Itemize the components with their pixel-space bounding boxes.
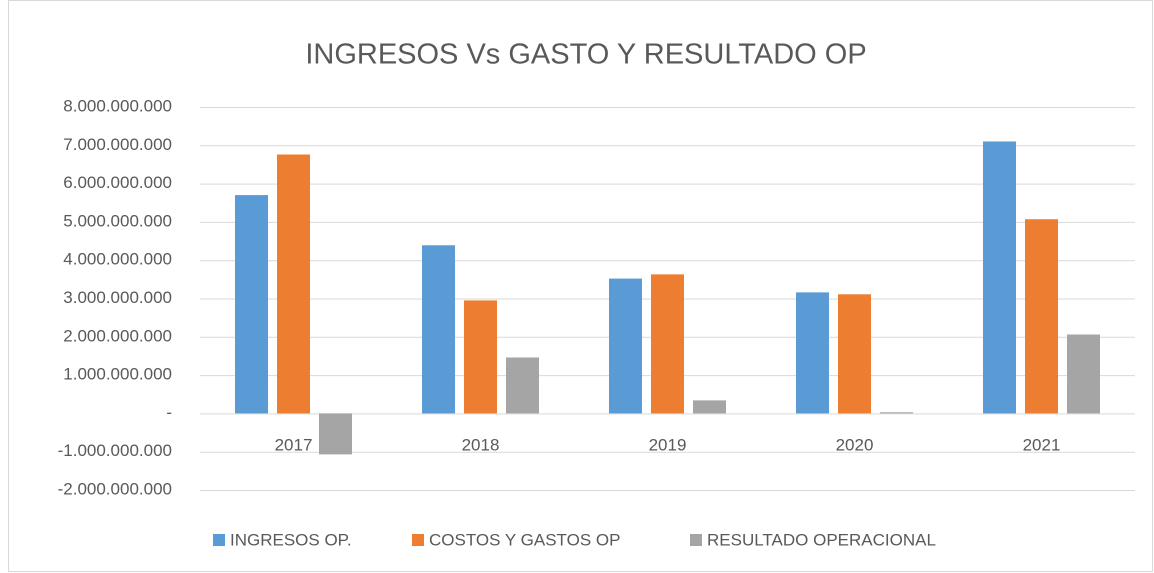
x-tick-label: 2019: [649, 435, 687, 454]
bar: [796, 292, 829, 414]
bar: [277, 154, 310, 414]
bar: [880, 412, 913, 414]
x-tick-label: 2021: [1023, 435, 1061, 454]
x-tick-label: 2020: [836, 435, 874, 454]
y-tick-label: 6.000.000.000: [63, 173, 172, 192]
y-tick-label: -2.000.000.000: [58, 479, 172, 498]
y-tick-label: 5.000.000.000: [63, 211, 172, 230]
bar: [319, 413, 352, 455]
bar: [609, 278, 642, 414]
bar: [838, 294, 871, 414]
legend-label: COSTOS Y GASTOS OP: [429, 530, 620, 549]
bar: [693, 400, 726, 414]
legend-label: RESULTADO OPERACIONAL: [707, 530, 936, 549]
chart-title: INGRESOS Vs GASTO Y RESULTADO OP: [305, 39, 866, 71]
y-tick-label: -1.000.000.000: [58, 441, 172, 460]
chart-border: [8, 0, 1153, 572]
bar: [235, 195, 268, 414]
bar: [651, 274, 684, 414]
y-tick-label: 7.000.000.000: [63, 135, 172, 154]
bar: [422, 245, 455, 414]
bar: [983, 141, 1016, 414]
legend-label: INGRESOS OP.: [230, 530, 352, 549]
legend-swatch: [412, 534, 424, 546]
y-tick-label: 2.000.000.000: [63, 326, 172, 345]
y-tick-label: 8.000.000.000: [63, 96, 172, 115]
x-tick-label: 2017: [275, 435, 313, 454]
x-tick-label: 2018: [462, 435, 500, 454]
bar: [464, 300, 497, 414]
bar: [506, 357, 539, 414]
y-tick-label: 1.000.000.000: [63, 365, 172, 384]
y-tick-label: -: [166, 403, 172, 422]
legend-swatch: [213, 534, 225, 546]
bar: [1067, 334, 1100, 414]
y-tick-label: 3.000.000.000: [63, 288, 172, 307]
bar: [1025, 219, 1058, 414]
y-tick-label: 4.000.000.000: [63, 250, 172, 269]
legend-swatch: [690, 534, 702, 546]
